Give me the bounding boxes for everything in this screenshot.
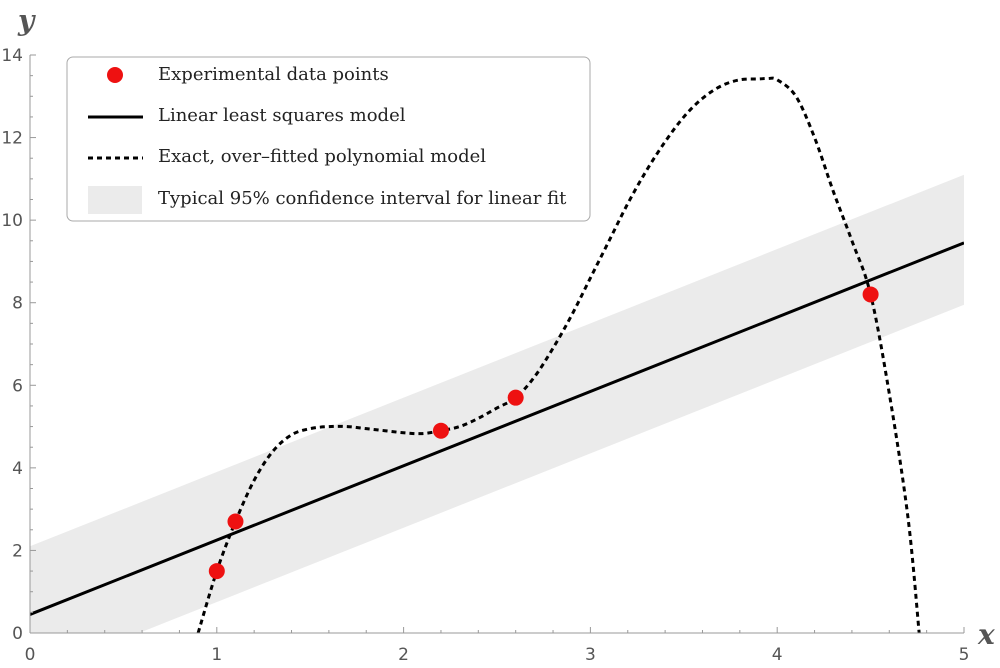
confidence-band-layer: [30, 174, 964, 633]
data-point: [862, 286, 879, 303]
x-tick-label: 2: [398, 645, 409, 665]
y-tick-label: 0: [12, 624, 23, 644]
x-tick-label: 0: [25, 645, 36, 665]
y-tick-label: 4: [12, 459, 23, 479]
y-tick-label: 12: [1, 129, 23, 149]
y-tick-label: 14: [1, 46, 23, 66]
linear-fit-line: [30, 241, 964, 616]
x-tick-label: 4: [772, 645, 783, 665]
y-tick-label: 10: [1, 211, 23, 231]
confidence-band: [30, 174, 964, 633]
legend-label-band: Typical 95% confidence interval for line…: [158, 188, 567, 209]
legend-label-linear: Linear least squares model: [158, 105, 406, 126]
polynomial-fit-curve: [196, 76, 921, 633]
y-tick-label: 8: [12, 294, 23, 314]
data-point: [432, 422, 449, 439]
legend-label-polynomial: Exact, over–fitted polynomial model: [158, 146, 486, 167]
data-point: [208, 563, 225, 580]
x-tick-label: 5: [959, 645, 970, 665]
y-tick-label: 2: [12, 541, 23, 561]
x-tick-label: 3: [585, 645, 596, 665]
legend-swatch-band: [88, 186, 142, 214]
data-point: [227, 513, 244, 530]
y-tick-label: 6: [12, 376, 23, 396]
x-tick-label: 1: [211, 645, 222, 665]
y-axis-label: y: [17, 4, 36, 37]
data-points-layer: [208, 286, 879, 580]
legend-swatch-points: [107, 67, 123, 83]
legend-box: [66, 56, 591, 222]
x-axis-label: x: [977, 618, 995, 651]
model-lines-layer: [30, 76, 964, 633]
data-point: [507, 389, 524, 406]
legend-label-points: Experimental data points: [158, 64, 389, 85]
legend: Experimental data points Linear least sq…: [66, 56, 591, 222]
